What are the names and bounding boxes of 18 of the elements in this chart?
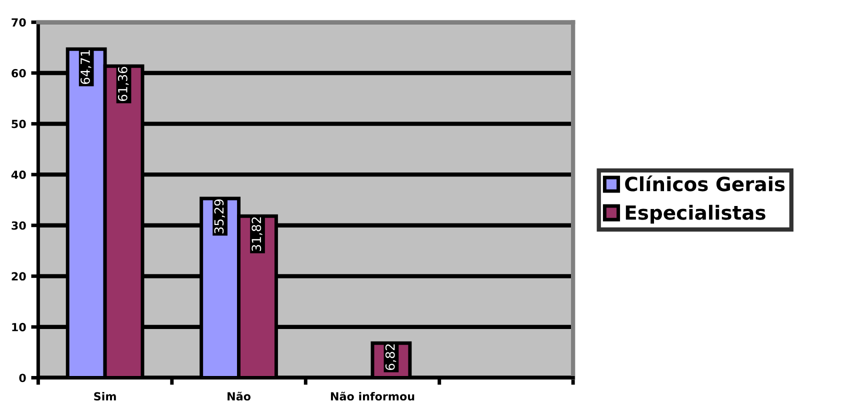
y-tick-label: 10 [12, 322, 26, 332]
data-label: 64,71 [80, 50, 92, 84]
data-label: 61,36 [118, 66, 129, 102]
y-tick-label: 0 [19, 374, 26, 382]
y-tick-label: 60 [12, 68, 26, 78]
x-tick-label: Não informou [330, 392, 414, 401]
x-tick-label: Sim [94, 392, 116, 401]
data-label: 35,29 [214, 199, 225, 234]
x-tick-label: Não [228, 392, 251, 401]
y-tick-label: 40 [11, 170, 26, 179]
y-tick-label: 20 [12, 272, 26, 281]
y-tick-label: 30 [12, 221, 26, 230]
data-label: 6,82 [385, 344, 396, 370]
data-label: 31,82 [252, 217, 262, 251]
y-tick-label: 50 [12, 120, 26, 128]
y-tick-label: 70 [12, 18, 26, 27]
legend-label: Clínicos Gerais [625, 176, 785, 192]
legend-label: Especialistas [626, 204, 766, 224]
